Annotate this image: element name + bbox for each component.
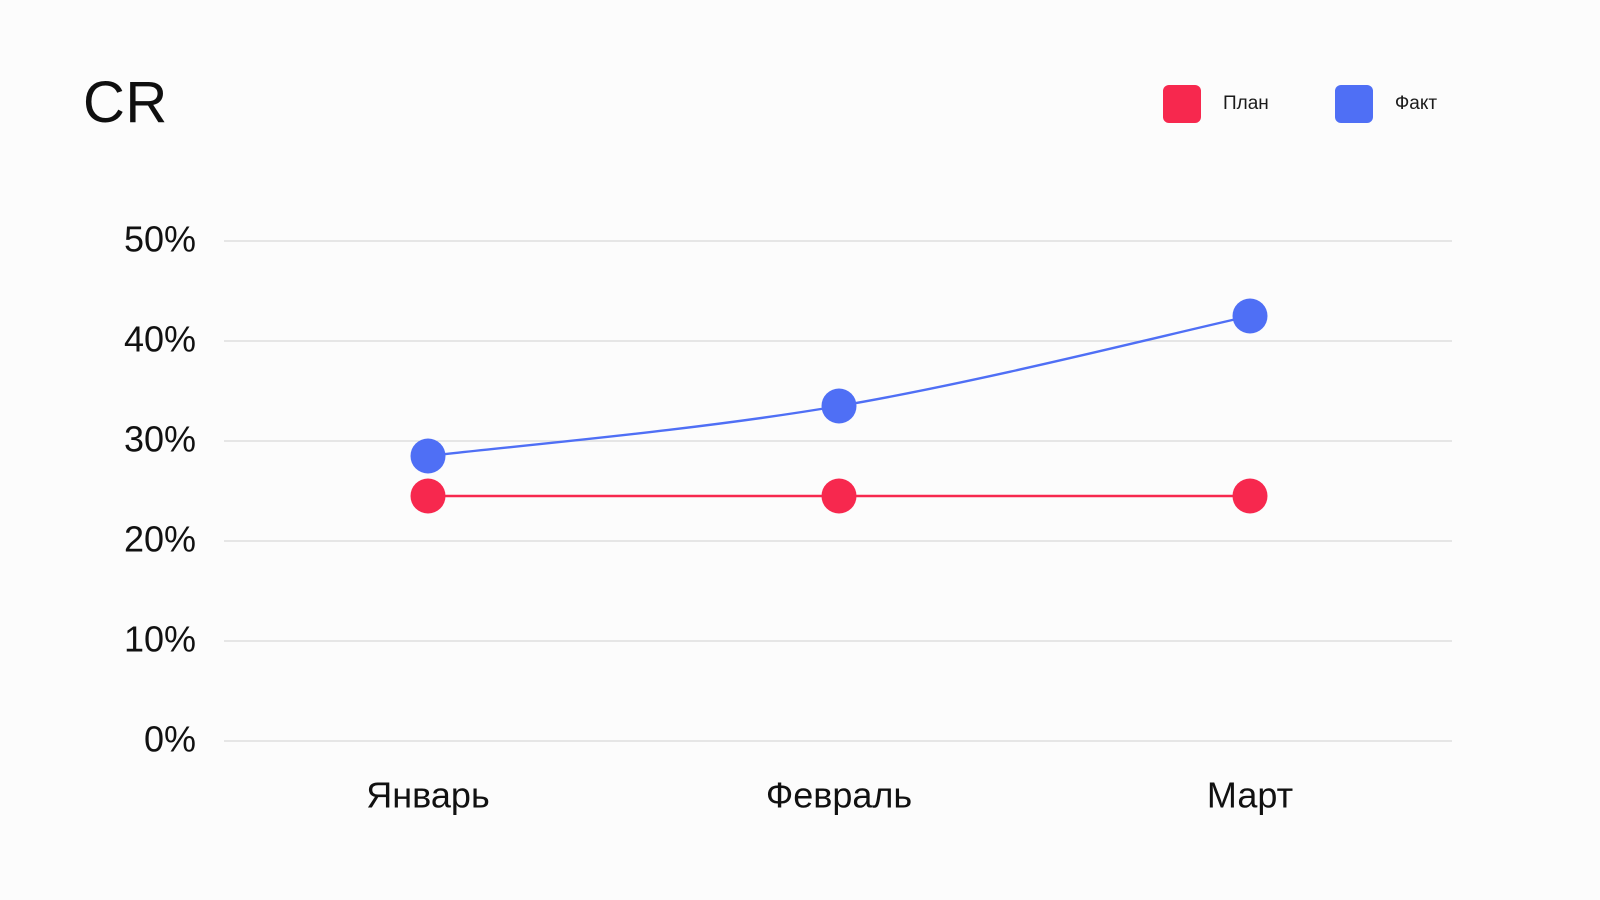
- y-tick-label-4: 40%: [124, 319, 196, 360]
- x-tick-label-2: Март: [1207, 775, 1293, 816]
- data-point-series-1-2: [1232, 298, 1268, 334]
- y-tick-label-0: 0%: [144, 719, 196, 760]
- legend-label-fact: Факт: [1394, 93, 1438, 114]
- data-point-series-1-1: [821, 388, 857, 424]
- chart-title: CR: [83, 70, 168, 135]
- chart-legend: План Факт: [1163, 85, 1437, 123]
- legend-swatch-fact: [1334, 85, 1373, 123]
- legend-item-fact: Факт: [1334, 85, 1438, 123]
- y-tick-label-5: 50%: [124, 219, 196, 260]
- data-point-series-0-1: [821, 478, 857, 514]
- x-tick-label-1: Февраль: [766, 775, 912, 816]
- y-tick-label-3: 30%: [124, 419, 196, 460]
- series-line-1: [427, 314, 1251, 458]
- y-tick-label-1: 10%: [124, 619, 196, 660]
- data-point-series-0-0: [410, 478, 446, 514]
- data-point-series-0-2: [1232, 478, 1268, 514]
- data-point-series-1-0: [410, 438, 446, 474]
- legend-swatch-plan: [1163, 85, 1201, 123]
- legend-item-plan: План: [1163, 85, 1269, 123]
- legend-label-plan: План: [1223, 93, 1269, 114]
- y-tick-label-2: 20%: [124, 519, 196, 560]
- x-tick-label-0: Январь: [366, 775, 489, 816]
